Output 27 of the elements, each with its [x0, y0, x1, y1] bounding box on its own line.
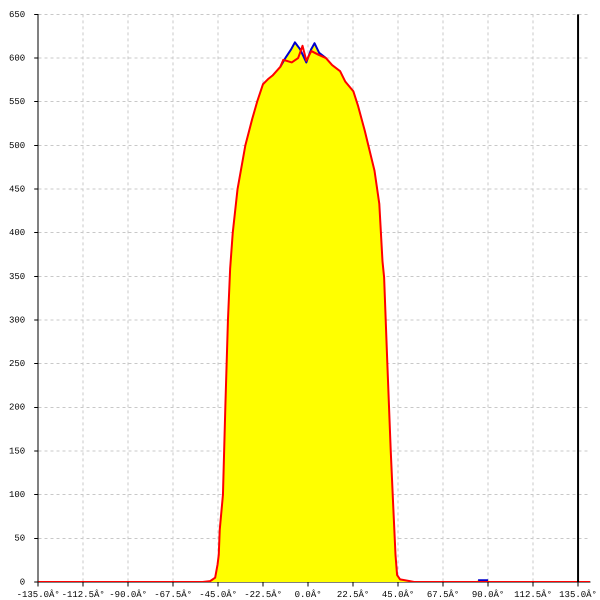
x-tick-label: -135.0Â°	[16, 588, 60, 600]
y-tick-label: 600	[9, 53, 26, 64]
y-tick-label: 250	[9, 359, 26, 370]
x-tick-label: 112.5Â°	[514, 588, 552, 600]
x-tick-label: -90.0Â°	[109, 588, 148, 600]
y-tick-label: 50	[14, 534, 26, 544]
y-tick-label: 450	[9, 184, 26, 194]
x-tick-label: -45.0Â°	[199, 588, 238, 600]
y-tick-label: 350	[9, 272, 26, 282]
y-tick-label: 150	[9, 446, 26, 456]
y-tick-label: 100	[9, 490, 26, 500]
y-tick-label: 300	[9, 315, 26, 326]
x-tick-label: 135.0Â°	[559, 588, 597, 600]
y-tick-label: 500	[9, 140, 26, 151]
x-tick-label: 45.0Â°	[382, 588, 414, 600]
y-tick-label: 200	[9, 402, 26, 413]
x-tick-label: -67.5Â°	[154, 588, 192, 600]
x-tick-label: -22.5Â°	[244, 588, 282, 600]
x-tick-label: 90.0Â°	[472, 588, 504, 600]
y-tick-label: 550	[9, 97, 26, 108]
y-tick-label: 650	[9, 10, 26, 20]
y-tick-label: 0	[20, 577, 26, 588]
x-tick-label: 67.5Â°	[426, 588, 460, 600]
x-tick-label: 0.0Â°	[294, 588, 322, 600]
x-tick-label: -112.5Â°	[62, 588, 105, 600]
x-tick-label: 22.5Â°	[336, 588, 370, 600]
y-tick-label: 400	[9, 228, 26, 238]
